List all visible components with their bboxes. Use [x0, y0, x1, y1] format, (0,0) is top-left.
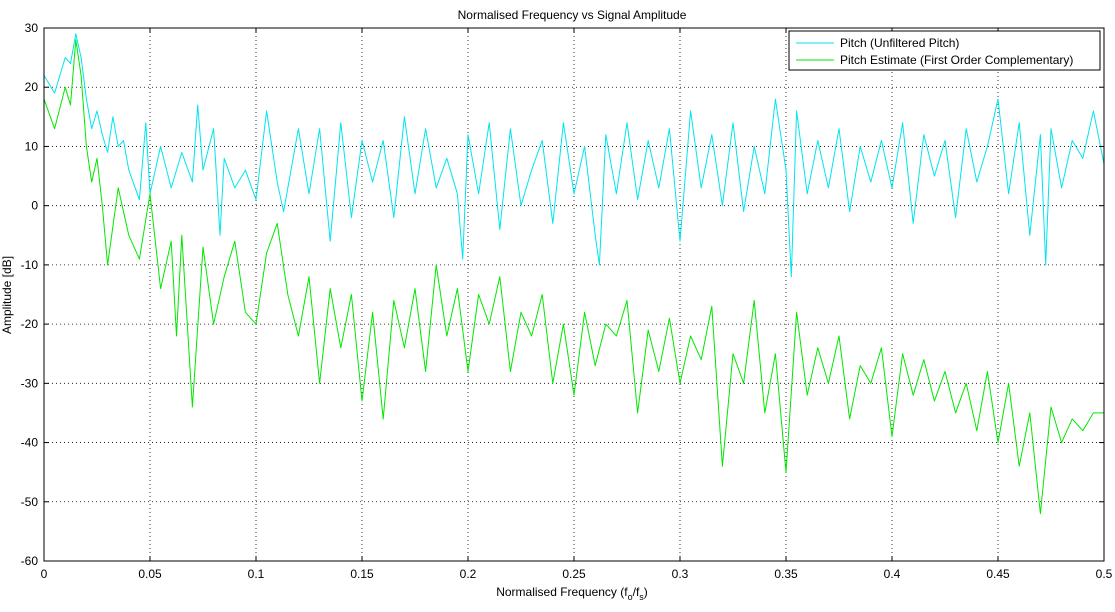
- x-axis-label-main: Normalised Frequency (f: [496, 585, 628, 599]
- y-tick-label: 0: [31, 199, 38, 213]
- legend-box: [788, 30, 1101, 71]
- legend: Pitch (Unfiltered Pitch) Pitch Estimate (…: [788, 30, 1101, 71]
- x-tick-label: 0.2: [460, 567, 477, 581]
- series-layer: [43, 33, 1105, 515]
- x-tick-label: 0.45: [986, 567, 1010, 581]
- x-axis-label-end: ): [644, 585, 648, 599]
- legend-label-2: Pitch Estimate (First Order Complementar…: [840, 53, 1073, 67]
- x-tick-label: 0.3: [672, 567, 689, 581]
- y-tick-label: -40: [21, 436, 39, 450]
- x-tick-label: 0.35: [774, 567, 798, 581]
- y-axis-label: Amplitude [dB]: [0, 256, 14, 334]
- x-tick-label: 0.25: [562, 567, 586, 581]
- y-tick-label: -20: [21, 317, 39, 331]
- y-tick-label: 30: [25, 21, 39, 35]
- y-tick-label: -60: [21, 554, 39, 568]
- chart-title: Normalised Frequency vs Signal Amplitude: [458, 8, 687, 22]
- x-tick-label: 0.15: [350, 567, 374, 581]
- x-tick-label: 0: [41, 567, 48, 581]
- x-tick-label: 0.4: [884, 567, 901, 581]
- x-axis-label-sub2: s: [639, 592, 644, 602]
- x-axis-label-mid: /f: [633, 585, 640, 599]
- series-line-1: [43, 33, 1105, 278]
- x-tick-label: 0.5: [1096, 567, 1113, 581]
- axis-ticks: 0 0.05 0.1 0.15 0.2 0.25 0.3 0.35 0.4 0.45 0.5 -60 -…: [21, 21, 1113, 581]
- y-tick-label: 20: [25, 80, 39, 94]
- x-axis-label-sub1: o: [628, 592, 633, 602]
- x-axis-label: Normalised Frequency (fo/fs): [496, 585, 648, 602]
- x-tick-label: 0.05: [138, 567, 162, 581]
- series-line-2: [43, 39, 1104, 515]
- y-tick-label: 10: [25, 139, 39, 153]
- y-tick-label: -30: [21, 376, 39, 390]
- y-tick-label: -50: [21, 495, 39, 509]
- y-tick-label: -10: [21, 258, 39, 272]
- legend-label-1: Pitch (Unfiltered Pitch): [840, 36, 959, 50]
- x-tick-label: 0.1: [248, 567, 265, 581]
